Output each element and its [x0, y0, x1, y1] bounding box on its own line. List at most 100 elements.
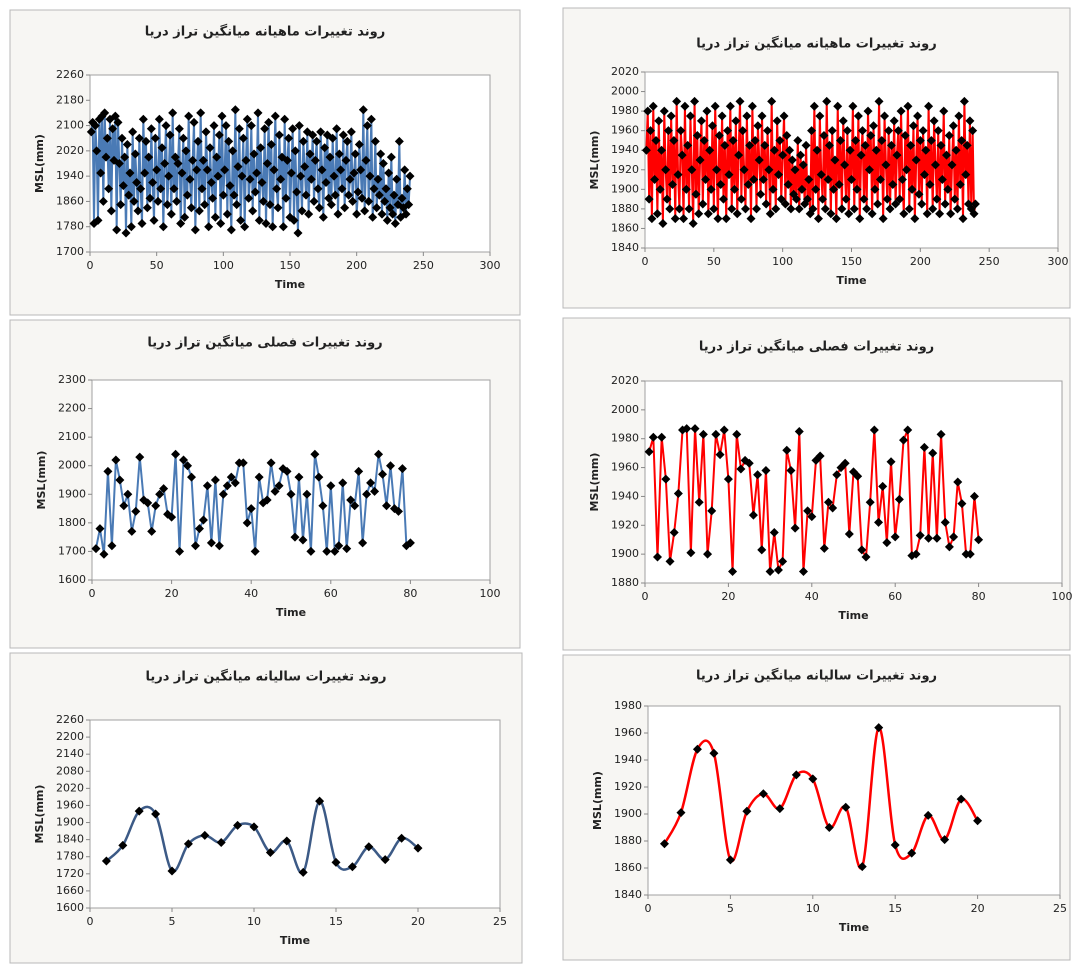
y-tick-label: 1940 — [56, 169, 84, 182]
marker — [274, 130, 284, 140]
marker — [889, 116, 899, 126]
marker — [206, 177, 216, 187]
marker — [861, 552, 871, 562]
marker — [270, 486, 280, 496]
marker — [374, 449, 384, 459]
marker — [284, 133, 294, 143]
marker — [690, 424, 700, 434]
marker — [758, 789, 768, 799]
marker — [819, 543, 829, 553]
marker — [732, 429, 742, 439]
marker — [919, 170, 929, 180]
marker — [220, 165, 230, 175]
marker — [197, 184, 207, 194]
y-tick-label: 1700 — [56, 245, 84, 258]
marker — [222, 209, 232, 219]
marker — [377, 209, 387, 219]
marker — [218, 489, 228, 499]
marker — [757, 111, 767, 121]
marker — [294, 472, 304, 482]
marker — [117, 133, 127, 143]
marker — [736, 464, 746, 474]
marker — [728, 566, 738, 576]
marker — [869, 121, 879, 131]
marker — [828, 503, 838, 513]
marker — [771, 204, 781, 214]
marker — [357, 193, 367, 203]
marker — [672, 96, 682, 106]
marker — [820, 204, 830, 214]
marker — [833, 101, 843, 111]
series-line — [663, 726, 979, 870]
marker — [884, 126, 894, 136]
marker — [815, 451, 825, 461]
marker — [233, 820, 243, 830]
marker — [242, 114, 252, 124]
marker — [274, 481, 284, 491]
marker — [875, 175, 885, 185]
marker — [208, 193, 218, 203]
marker — [783, 179, 793, 189]
marker — [780, 199, 790, 209]
marker — [129, 196, 139, 206]
y-tick-label: 1860 — [614, 861, 642, 874]
marker — [115, 475, 125, 485]
marker — [278, 222, 288, 232]
marker — [932, 533, 942, 543]
marker — [181, 146, 191, 156]
x-tick-label: 60 — [324, 587, 338, 600]
marker — [322, 546, 332, 556]
marker — [310, 155, 320, 165]
marker — [329, 171, 339, 181]
marker — [926, 135, 936, 145]
marker — [744, 458, 754, 468]
marker — [935, 209, 945, 219]
marker — [225, 181, 235, 191]
marker — [386, 152, 396, 162]
x-axis-title: Time — [838, 609, 868, 622]
marker — [108, 124, 118, 134]
marker — [338, 478, 348, 488]
marker — [330, 546, 340, 556]
marker — [282, 466, 292, 476]
marker — [841, 802, 851, 812]
marker — [832, 470, 842, 480]
marker — [131, 506, 141, 516]
y-tick-label: 1720 — [56, 867, 84, 880]
marker — [867, 209, 877, 219]
marker — [936, 429, 946, 439]
marker — [318, 501, 328, 511]
marker — [254, 472, 264, 482]
marker — [186, 203, 196, 213]
marker — [881, 160, 891, 170]
chart-title: روند تغییرات سالیانه میانگین تراز دریا — [145, 669, 386, 685]
marker — [349, 168, 359, 178]
marker — [226, 472, 236, 482]
marker — [874, 723, 884, 733]
marker — [786, 204, 796, 214]
marker — [272, 184, 282, 194]
marker — [847, 175, 856, 185]
marker — [760, 140, 770, 150]
marker — [194, 206, 204, 216]
marker — [210, 475, 220, 485]
marker — [246, 121, 256, 131]
marker — [254, 215, 264, 225]
marker — [698, 429, 708, 439]
marker — [757, 545, 767, 555]
marker — [265, 200, 275, 210]
marker — [791, 770, 801, 780]
y-axis-title: MSL(mm) — [588, 131, 601, 190]
marker — [321, 177, 331, 187]
marker — [218, 190, 228, 200]
y-tick-label: 2080 — [56, 764, 84, 777]
marker — [673, 170, 683, 180]
marker — [899, 435, 909, 445]
marker — [782, 445, 792, 455]
y-tick-label: 1980 — [611, 104, 639, 117]
marker — [940, 835, 950, 845]
y-tick-label: 1940 — [614, 753, 642, 766]
marker — [779, 111, 789, 121]
marker — [890, 532, 900, 542]
marker — [648, 432, 658, 442]
